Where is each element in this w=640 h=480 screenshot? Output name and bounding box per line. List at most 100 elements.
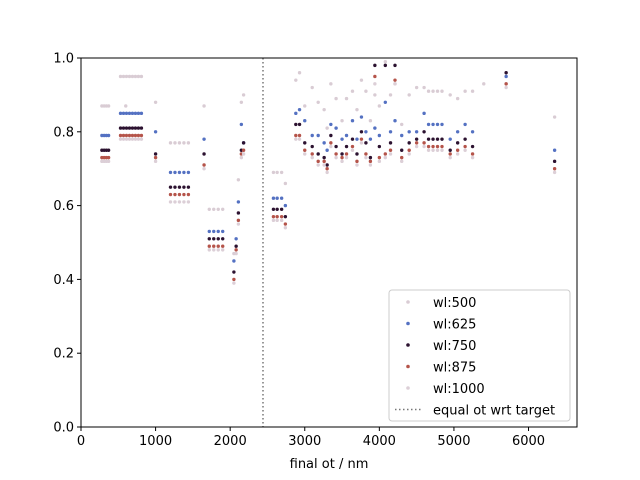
data-point (283, 214, 288, 219)
data-point (400, 148, 404, 152)
data-point (121, 111, 126, 116)
data-point (440, 137, 444, 141)
data-point (426, 122, 431, 127)
x-tick-label: 5000 (437, 434, 470, 449)
data-point (414, 141, 419, 145)
data-point (364, 130, 368, 134)
data-point (118, 126, 123, 130)
data-point (359, 141, 364, 145)
data-point (275, 214, 279, 219)
data-point (124, 133, 129, 138)
data-point (283, 222, 288, 226)
data-point (310, 152, 314, 156)
data-point (127, 111, 132, 116)
data-point (435, 148, 440, 152)
data-point (334, 144, 338, 149)
data-point (329, 122, 333, 127)
data-point (329, 82, 333, 86)
data-point (414, 137, 419, 141)
data-point (271, 170, 276, 175)
data-point (136, 111, 141, 116)
data-point (377, 155, 382, 160)
data-point (182, 170, 186, 175)
data-point (329, 133, 333, 138)
data-point (212, 248, 216, 252)
data-point (297, 107, 302, 112)
data-point (344, 152, 349, 156)
x-axis-ticks: 0 1000 2000 3000 4000 5000 6000 (77, 427, 545, 449)
data-point (373, 93, 377, 97)
data-point (448, 93, 452, 97)
data-point (133, 137, 138, 141)
data-point (283, 226, 288, 230)
data-point (303, 152, 307, 156)
data-point (344, 96, 349, 101)
data-point (221, 248, 225, 252)
data-point (316, 133, 320, 138)
data-point (377, 133, 382, 138)
data-point (414, 85, 419, 90)
data-point (216, 244, 220, 248)
data-point (186, 141, 191, 145)
data-point (177, 200, 182, 204)
data-point (431, 144, 435, 149)
data-point (383, 152, 388, 156)
data-point (130, 126, 135, 130)
data-point (303, 104, 307, 108)
legend-label: wl:625 (433, 318, 476, 333)
x-tick-label: 3000 (288, 434, 321, 449)
data-point (455, 141, 460, 145)
data-point (275, 170, 279, 175)
data-point (106, 159, 111, 164)
data-point (422, 144, 426, 149)
data-point (234, 237, 238, 241)
data-point (368, 137, 373, 141)
data-point (121, 126, 126, 130)
series-wl-500 (100, 59, 557, 256)
data-point (407, 93, 411, 97)
data-point (316, 159, 320, 164)
data-point (216, 248, 220, 252)
data-point (355, 159, 359, 164)
data-point (232, 281, 236, 285)
data-point (216, 237, 220, 241)
y-axis-ticks: 0.0 0.2 0.4 0.6 0.8 1.0 (53, 52, 81, 436)
data-point (136, 74, 141, 79)
data-point (388, 148, 393, 152)
data-point (216, 207, 220, 211)
data-point (133, 126, 138, 130)
data-point (455, 96, 460, 101)
data-point (344, 133, 349, 138)
data-point (368, 163, 373, 167)
data-point (422, 85, 426, 90)
data-point (124, 74, 129, 79)
data-point (212, 229, 216, 234)
data-point (552, 159, 557, 164)
data-point (241, 93, 246, 97)
data-point (139, 74, 144, 79)
data-point (168, 200, 173, 204)
data-point (279, 170, 284, 175)
data-point (388, 141, 393, 145)
data-point (202, 167, 206, 171)
data-point (407, 148, 411, 152)
data-point (271, 207, 276, 211)
data-point (350, 137, 355, 141)
data-point (463, 144, 467, 149)
legend: wl:500 wl:625 wl:750 wl:875 wl:1000 equal ot … (388, 289, 571, 422)
data-point (207, 237, 211, 241)
data-point (106, 104, 111, 108)
data-point (422, 130, 426, 134)
data-point (234, 244, 238, 248)
data-point (139, 137, 144, 141)
data-point (504, 85, 508, 90)
data-point (340, 155, 344, 160)
data-point (455, 130, 460, 134)
data-point (400, 122, 404, 127)
data-point (435, 144, 440, 149)
x-tick-label: 0 (77, 434, 85, 449)
data-point (241, 141, 246, 145)
data-point (182, 141, 186, 145)
data-point (355, 137, 359, 141)
data-point (279, 218, 284, 223)
